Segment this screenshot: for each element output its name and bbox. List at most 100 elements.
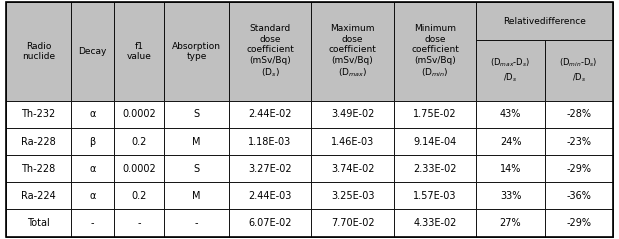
Bar (71, 2, 114, 101)
Text: 1.75E-02: 1.75E-02 (413, 109, 457, 119)
Bar (229, 182, 311, 209)
Bar (6, 209, 71, 237)
Bar (394, 101, 477, 128)
Text: -23%: -23% (566, 136, 591, 147)
Bar (164, 182, 229, 209)
Text: Radio
nuclide: Radio nuclide (22, 42, 55, 61)
Text: 1.46E-03: 1.46E-03 (331, 136, 374, 147)
Text: M: M (192, 191, 201, 201)
Text: 27%: 27% (500, 218, 521, 228)
Text: M: M (192, 136, 201, 147)
Text: Decay: Decay (78, 47, 106, 56)
Bar (311, 101, 394, 128)
Bar (114, 2, 164, 101)
Text: Maximum
dose
coefficient
(mSv/Bq)
(D$_{max}$): Maximum dose coefficient (mSv/Bq) (D$_{m… (329, 24, 376, 79)
Bar (114, 155, 164, 182)
Bar (114, 101, 164, 128)
Bar (229, 128, 311, 155)
Text: 7.70E-02: 7.70E-02 (331, 218, 374, 228)
Bar (6, 182, 71, 209)
Text: Standard
dose
coefficient
(mSv/Bq)
(D$_s$): Standard dose coefficient (mSv/Bq) (D$_s… (246, 24, 294, 79)
Bar (477, 128, 545, 155)
Bar (114, 182, 164, 209)
Text: 3.74E-02: 3.74E-02 (331, 164, 374, 174)
Text: 1.18E-03: 1.18E-03 (248, 136, 292, 147)
Text: Ra-228: Ra-228 (21, 136, 56, 147)
Text: Absorption
type: Absorption type (172, 42, 221, 61)
Text: -29%: -29% (566, 164, 591, 174)
Bar (311, 128, 394, 155)
Text: 0.0002: 0.0002 (122, 109, 156, 119)
Bar (477, 2, 613, 40)
Text: 14%: 14% (500, 164, 521, 174)
Text: -: - (137, 218, 141, 228)
Text: S: S (193, 109, 199, 119)
Text: 2.44E-03: 2.44E-03 (248, 191, 292, 201)
Bar (6, 155, 71, 182)
Bar (164, 2, 229, 101)
Bar (229, 2, 311, 101)
Text: -28%: -28% (566, 109, 591, 119)
Bar (71, 209, 114, 237)
Bar (6, 2, 71, 101)
Bar (71, 155, 114, 182)
Bar (477, 209, 545, 237)
Text: 1.57E-03: 1.57E-03 (413, 191, 457, 201)
Bar (164, 155, 229, 182)
Text: Th-228: Th-228 (22, 164, 56, 174)
Bar (545, 40, 613, 101)
Text: α: α (89, 191, 95, 201)
Bar (394, 2, 477, 101)
Bar (311, 2, 394, 101)
Bar (229, 101, 311, 128)
Text: f1
value: f1 value (126, 42, 152, 61)
Bar (6, 101, 71, 128)
Text: -29%: -29% (566, 218, 591, 228)
Bar (114, 128, 164, 155)
Bar (477, 155, 545, 182)
Text: 2.33E-02: 2.33E-02 (413, 164, 457, 174)
Text: Minimum
dose
coefficient
(mSv/Bq)
(D$_{min}$): Minimum dose coefficient (mSv/Bq) (D$_{m… (411, 24, 459, 79)
Text: -: - (195, 218, 198, 228)
Bar (477, 40, 545, 101)
Text: β: β (89, 136, 95, 147)
Bar (477, 182, 545, 209)
Bar (394, 209, 477, 237)
Bar (394, 155, 477, 182)
Bar (6, 128, 71, 155)
Bar (545, 182, 613, 209)
Bar (311, 209, 394, 237)
Text: 33%: 33% (500, 191, 521, 201)
Text: 3.49E-02: 3.49E-02 (331, 109, 374, 119)
Text: Relativedifference: Relativedifference (503, 16, 586, 26)
Bar (545, 101, 613, 128)
Text: 3.27E-02: 3.27E-02 (248, 164, 292, 174)
Bar (394, 182, 477, 209)
Text: S: S (193, 164, 199, 174)
Text: 43%: 43% (500, 109, 521, 119)
Bar (164, 101, 229, 128)
Text: Ra-224: Ra-224 (21, 191, 56, 201)
Bar (71, 128, 114, 155)
Text: 6.07E-02: 6.07E-02 (248, 218, 292, 228)
Text: 0.2: 0.2 (131, 136, 147, 147)
Bar (545, 209, 613, 237)
Text: (D$_{min}$-D$_s$)
/D$_s$: (D$_{min}$-D$_s$) /D$_s$ (560, 57, 598, 84)
Bar (164, 128, 229, 155)
Text: 24%: 24% (500, 136, 521, 147)
Bar (477, 101, 545, 128)
Bar (71, 182, 114, 209)
Bar (114, 209, 164, 237)
Bar (229, 209, 311, 237)
Text: α: α (89, 164, 95, 174)
Bar (71, 101, 114, 128)
Text: -36%: -36% (566, 191, 591, 201)
Text: 2.44E-02: 2.44E-02 (248, 109, 292, 119)
Text: Th-232: Th-232 (22, 109, 56, 119)
Text: 3.25E-03: 3.25E-03 (331, 191, 374, 201)
Text: Total: Total (27, 218, 50, 228)
Bar (394, 128, 477, 155)
Text: 9.14E-04: 9.14E-04 (413, 136, 457, 147)
Bar (545, 155, 613, 182)
Text: 0.2: 0.2 (131, 191, 147, 201)
